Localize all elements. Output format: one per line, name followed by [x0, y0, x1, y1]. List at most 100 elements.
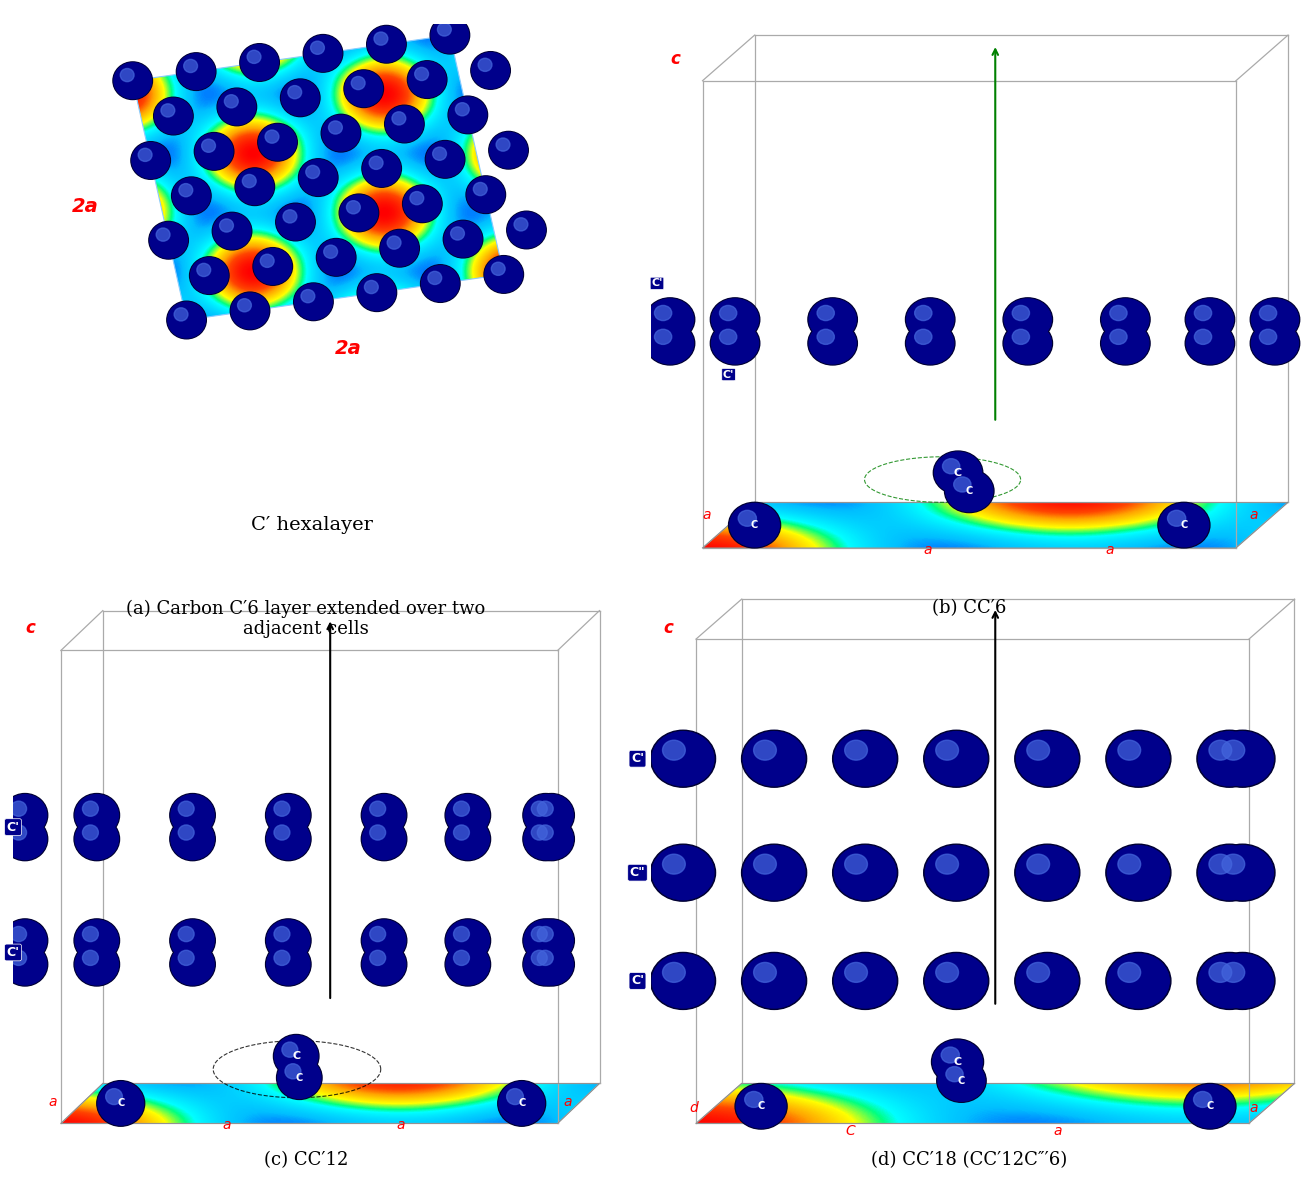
- Circle shape: [275, 1035, 317, 1077]
- Circle shape: [265, 818, 311, 861]
- Circle shape: [113, 62, 152, 100]
- Circle shape: [1004, 299, 1051, 339]
- Text: C: C: [518, 1098, 526, 1109]
- Circle shape: [385, 106, 423, 142]
- Circle shape: [753, 855, 777, 874]
- Circle shape: [294, 284, 332, 319]
- Circle shape: [351, 76, 366, 90]
- Circle shape: [364, 280, 379, 293]
- Circle shape: [3, 818, 48, 861]
- Circle shape: [168, 303, 206, 338]
- Circle shape: [946, 1067, 963, 1081]
- Circle shape: [275, 825, 290, 840]
- Circle shape: [445, 942, 490, 986]
- Circle shape: [10, 951, 26, 965]
- Circle shape: [449, 97, 487, 133]
- Circle shape: [247, 50, 262, 63]
- Circle shape: [445, 794, 490, 837]
- Circle shape: [530, 819, 574, 859]
- Circle shape: [74, 794, 120, 837]
- Circle shape: [753, 741, 777, 760]
- Circle shape: [363, 944, 406, 985]
- Circle shape: [1015, 952, 1080, 1009]
- Circle shape: [1198, 731, 1261, 786]
- Circle shape: [252, 248, 293, 285]
- Circle shape: [905, 298, 955, 341]
- Text: C': C': [7, 820, 20, 833]
- Circle shape: [1118, 741, 1141, 760]
- Circle shape: [311, 42, 324, 55]
- Text: (c) CC′12: (c) CC′12: [264, 1151, 347, 1169]
- Circle shape: [1198, 954, 1261, 1008]
- Circle shape: [1158, 502, 1210, 548]
- Text: (a) Carbon C′6 layer extended over two
adjacent cells: (a) Carbon C′6 layer extended over two a…: [126, 599, 485, 639]
- Circle shape: [474, 183, 487, 196]
- Text: C': C': [652, 278, 662, 288]
- Circle shape: [170, 942, 215, 986]
- Circle shape: [1102, 323, 1149, 364]
- Circle shape: [524, 920, 567, 961]
- Text: a: a: [222, 1118, 232, 1132]
- Circle shape: [194, 133, 234, 170]
- Text: C: C: [954, 468, 963, 477]
- Circle shape: [407, 61, 448, 99]
- Circle shape: [645, 322, 695, 364]
- Circle shape: [742, 952, 807, 1009]
- Circle shape: [1197, 952, 1262, 1009]
- Circle shape: [454, 825, 470, 840]
- Circle shape: [1187, 323, 1233, 364]
- Circle shape: [530, 942, 574, 986]
- Circle shape: [530, 794, 574, 836]
- Circle shape: [1026, 741, 1050, 760]
- Circle shape: [4, 920, 47, 961]
- Circle shape: [1193, 1092, 1211, 1107]
- Circle shape: [924, 844, 989, 901]
- Circle shape: [444, 221, 483, 258]
- Text: d: d: [690, 1102, 699, 1115]
- Circle shape: [498, 1080, 545, 1126]
- Circle shape: [1209, 855, 1232, 874]
- Circle shape: [10, 927, 26, 941]
- Circle shape: [937, 1059, 986, 1103]
- Circle shape: [275, 927, 290, 941]
- Text: C': C': [7, 946, 20, 959]
- Circle shape: [431, 17, 470, 53]
- Circle shape: [1209, 741, 1232, 760]
- Circle shape: [178, 927, 194, 941]
- Circle shape: [1101, 322, 1150, 364]
- Circle shape: [1016, 731, 1079, 786]
- Text: C': C': [631, 975, 644, 988]
- Circle shape: [105, 1088, 122, 1105]
- Circle shape: [324, 246, 337, 259]
- Circle shape: [454, 951, 470, 965]
- Circle shape: [301, 290, 315, 303]
- Text: a: a: [396, 1118, 405, 1132]
- Circle shape: [409, 62, 446, 97]
- Circle shape: [808, 298, 857, 341]
- Circle shape: [285, 1064, 301, 1079]
- Circle shape: [719, 329, 736, 344]
- Circle shape: [743, 845, 805, 900]
- Circle shape: [905, 322, 955, 364]
- Circle shape: [75, 819, 118, 859]
- Circle shape: [1003, 298, 1053, 341]
- Circle shape: [131, 141, 170, 179]
- Circle shape: [932, 1039, 984, 1085]
- Text: a: a: [563, 1096, 572, 1110]
- Circle shape: [131, 142, 169, 178]
- Text: a: a: [49, 1096, 57, 1110]
- Circle shape: [735, 1084, 787, 1129]
- Circle shape: [363, 151, 401, 186]
- Circle shape: [736, 1085, 786, 1128]
- Circle shape: [74, 919, 120, 963]
- Circle shape: [833, 844, 898, 901]
- Circle shape: [1118, 963, 1141, 983]
- Circle shape: [808, 322, 857, 364]
- Circle shape: [915, 329, 932, 344]
- Circle shape: [1197, 730, 1262, 787]
- Circle shape: [356, 274, 397, 311]
- Text: a: a: [703, 508, 712, 522]
- Circle shape: [954, 477, 971, 493]
- Circle shape: [346, 201, 360, 214]
- Circle shape: [74, 818, 120, 861]
